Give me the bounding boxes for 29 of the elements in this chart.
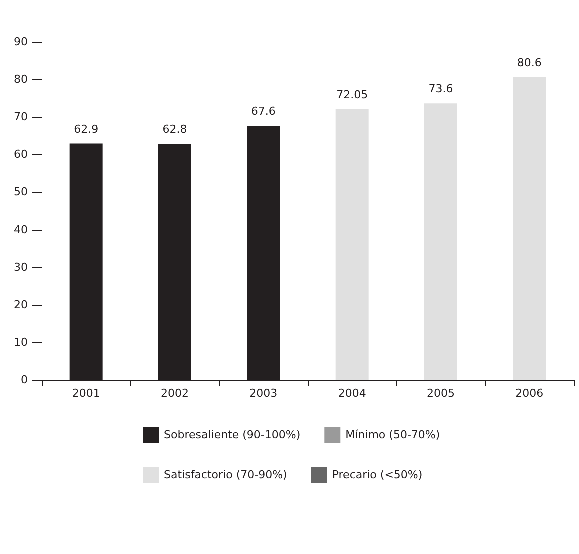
data-label: 62.8 [162, 123, 188, 136]
bar [424, 104, 458, 380]
x-tick-label: 2001 [72, 387, 100, 400]
data-label: 80.6 [517, 56, 542, 70]
x-tick-label: 2002 [161, 387, 189, 400]
y-tick-label: 80 [14, 73, 28, 86]
data-label: 62.9 [74, 122, 99, 136]
data-label: 72.05 [336, 88, 368, 102]
x-tick-label: 2006 [516, 387, 544, 400]
y-tick-label: 90 [14, 36, 28, 48]
y-tick-label: 0 [21, 374, 28, 386]
y-tick-label: 40 [14, 223, 28, 236]
x-tick-label: 2003 [250, 387, 278, 400]
y-tick-label: 70 [14, 110, 28, 124]
y-tick-label: 50 [14, 186, 28, 199]
data-label: 67.6 [251, 105, 276, 118]
bar [336, 109, 369, 380]
legend-label: Sobresaliente (90-100%) [164, 428, 301, 442]
y-tick-label: 20 [14, 298, 28, 312]
x-tick-label: 2005 [427, 387, 455, 400]
y-tick-label: 30 [14, 260, 28, 274]
bar [513, 77, 546, 380]
y-tick-label: 10 [14, 336, 28, 349]
legend-label: Satisfactorio (70-90%) [164, 468, 288, 482]
data-label: 73.6 [428, 82, 454, 96]
x-tick-label: 2004 [338, 387, 366, 400]
legend-label: Precario (<50%) [332, 468, 423, 482]
y-tick-label: 60 [14, 148, 28, 162]
legend-label: Mínimo (50-70%) [346, 428, 440, 442]
